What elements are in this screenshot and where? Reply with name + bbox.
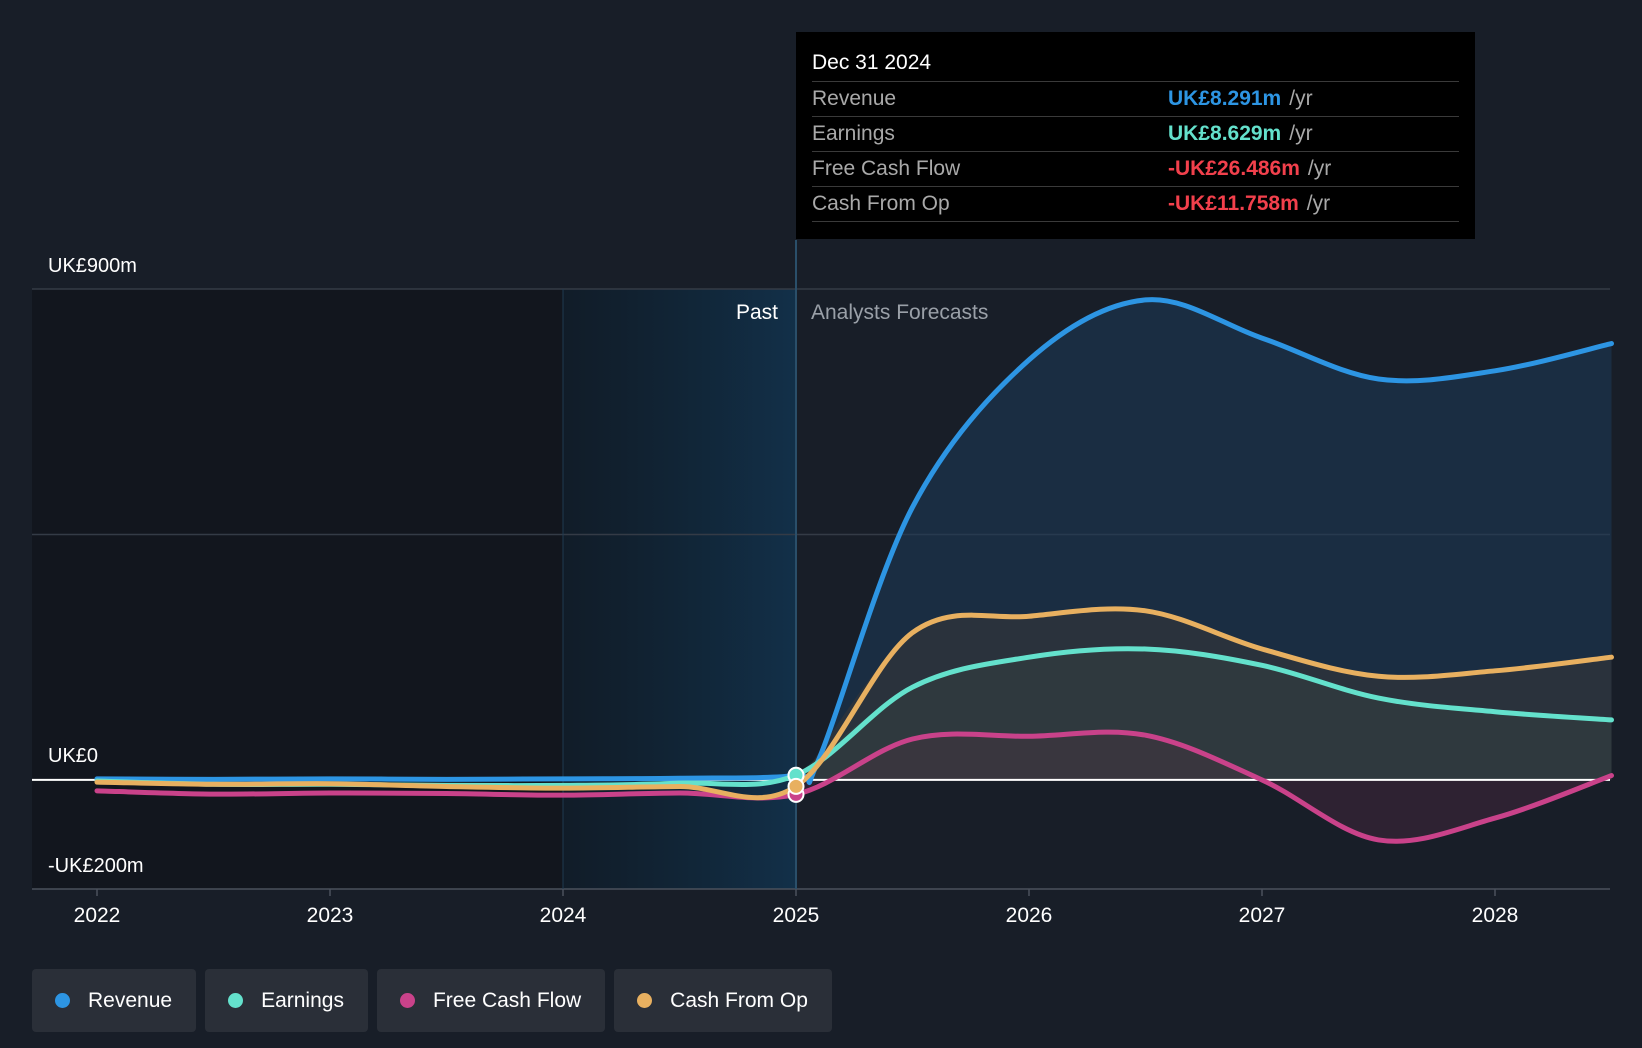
cash-from-op-area bbox=[796, 608, 1612, 787]
tooltip-row-earnings: Earnings UK£8.629m/yr bbox=[812, 116, 1459, 151]
cash-from-op-marker bbox=[787, 777, 805, 795]
tooltip-label: Earnings bbox=[812, 122, 895, 145]
y-axis-label-top: UK£900m bbox=[48, 255, 137, 277]
legend-label: Revenue bbox=[88, 988, 173, 1012]
x-tick-label: 2022 bbox=[74, 904, 121, 927]
tooltip-row-cash-from-op: Cash From Op -UK£11.758m/yr bbox=[812, 186, 1459, 222]
tooltip-unit: /yr bbox=[1306, 192, 1331, 215]
legend-dot-icon bbox=[637, 993, 653, 1008]
x-tick-label: 2027 bbox=[1239, 904, 1286, 927]
tooltip-row-revenue: Revenue UK£8.291m/yr bbox=[812, 81, 1459, 116]
tooltip: Dec 31 2024 Revenue UK£8.291m/yr Earnings U… bbox=[796, 32, 1475, 239]
tooltip-unit: /yr bbox=[1307, 157, 1332, 180]
legend-item-free-cash-flow[interactable]: Free Cash Flow bbox=[376, 969, 606, 1032]
legend-item-revenue[interactable]: Revenue bbox=[32, 969, 197, 1032]
legend-dot-icon bbox=[228, 993, 244, 1008]
free-cash-flow-area bbox=[796, 732, 1612, 842]
legend-label: Free Cash Flow bbox=[432, 988, 582, 1012]
forecast-label: Analysts Forecasts bbox=[811, 301, 988, 324]
cash-from-op-line bbox=[94, 606, 1614, 801]
tooltip-value: -UK£26.486m bbox=[1168, 157, 1300, 180]
tooltip-value: -UK£11.758m bbox=[1168, 192, 1299, 215]
tooltip-unit: /yr bbox=[1289, 87, 1313, 110]
y-axis-label-zero: UK£0 bbox=[48, 745, 98, 767]
past-label: Past bbox=[736, 301, 778, 324]
x-tick-label: 2024 bbox=[540, 904, 587, 927]
x-tick-label: 2026 bbox=[1006, 904, 1053, 927]
tooltip-label: Revenue bbox=[812, 87, 897, 110]
legend-item-earnings[interactable]: Earnings bbox=[205, 969, 368, 1032]
x-tick-label: 2025 bbox=[773, 904, 820, 927]
tooltip-value: UK£8.291m bbox=[1168, 87, 1282, 110]
x-tick-label: 2023 bbox=[307, 904, 354, 927]
tooltip-value: UK£8.629m bbox=[1168, 122, 1282, 145]
y-axis-label-bottom: -UK£200m bbox=[48, 855, 144, 877]
legend-dot-icon bbox=[55, 993, 70, 1008]
legend-label: Cash From Op bbox=[670, 988, 808, 1012]
x-tick-label: 2028 bbox=[1472, 904, 1519, 927]
legend-dot-icon bbox=[399, 993, 415, 1008]
revenue-line bbox=[94, 297, 1614, 786]
free-cash-flow-line bbox=[94, 729, 1614, 844]
earnings-area bbox=[796, 648, 1612, 780]
tooltip-label: Free Cash Flow bbox=[812, 157, 961, 180]
tooltip-unit: /yr bbox=[1289, 122, 1313, 145]
legend: Revenue Earnings Free Cash Flow Cash From O… bbox=[32, 969, 832, 1032]
tooltip-row-free-cash-flow: Free Cash Flow -UK£26.486m/yr bbox=[812, 151, 1459, 186]
legend-item-cash-from-op[interactable]: Cash From Op bbox=[614, 969, 832, 1032]
tooltip-label: Cash From Op bbox=[812, 192, 950, 215]
legend-label: Earnings bbox=[261, 988, 344, 1012]
tooltip-date: Dec 31 2024 bbox=[812, 51, 932, 74]
